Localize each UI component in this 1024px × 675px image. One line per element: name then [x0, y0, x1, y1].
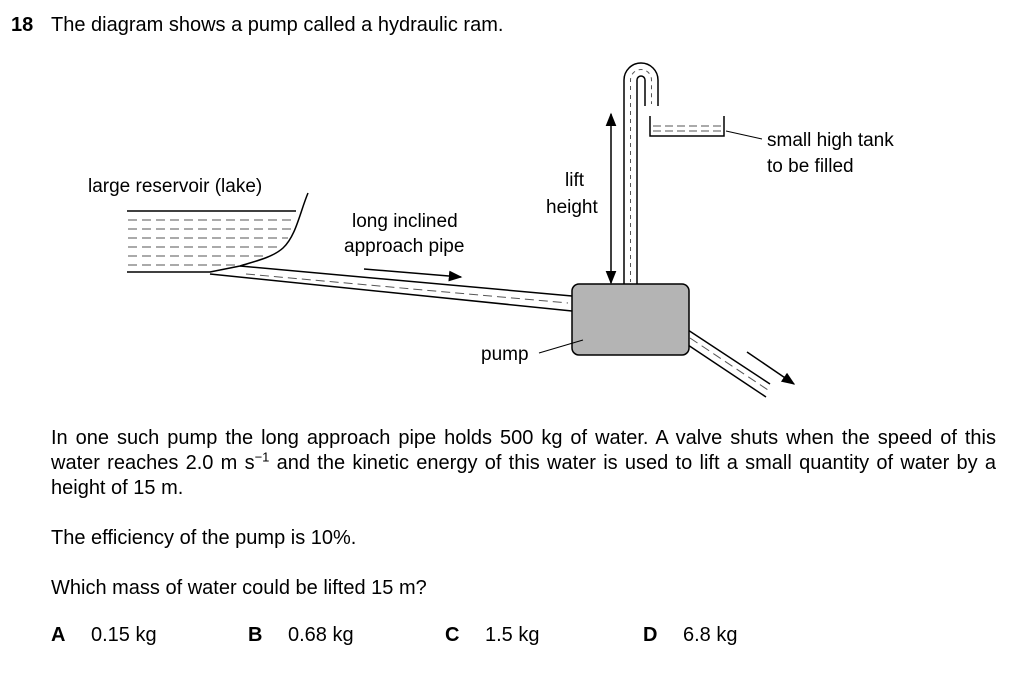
label-tank-2: to be filled [767, 156, 854, 177]
tank-leader-line [725, 130, 763, 140]
option-value: 6.8 kg [683, 624, 738, 646]
small-high-tank [649, 116, 725, 137]
outlet-pipe [687, 329, 771, 398]
option-value: 0.68 kg [288, 624, 354, 646]
label-approach-pipe-2: approach pipe [344, 236, 464, 257]
answer-options: A 0.15 kg B 0.68 kg C 1.5 kg D 6.8 kg [51, 622, 951, 650]
reservoir [127, 192, 309, 273]
option-letter: D [643, 624, 658, 646]
label-pump: pump [481, 344, 529, 365]
outflow-arrow [746, 351, 796, 385]
label-lift-1: lift [565, 170, 585, 191]
option-letter: C [445, 624, 460, 646]
option-value: 1.5 kg [485, 624, 540, 646]
pump-body [571, 283, 690, 356]
approach-flow-arrow [363, 268, 463, 282]
option-d[interactable]: D 6.8 kg [643, 622, 737, 648]
option-b[interactable]: B 0.68 kg [248, 622, 354, 648]
label-lift-2: height [546, 197, 598, 218]
option-letter: B [248, 624, 263, 646]
paragraph-efficiency: The efficiency of the pump is 10%. [51, 527, 357, 549]
question-stem: The diagram shows a pump called a hydrau… [51, 14, 504, 36]
label-reservoir: large reservoir (lake) [88, 176, 262, 197]
paragraph-setup: In one such pump the long approach pipe … [51, 427, 996, 499]
option-a[interactable]: A 0.15 kg [51, 622, 157, 648]
question-header: 18 The diagram shows a pump called a hydr… [11, 12, 503, 38]
riser-pipe [623, 62, 659, 285]
option-c[interactable]: C 1.5 kg [445, 622, 539, 648]
hydraulic-ram-diagram: large reservoir (lake) long inclined app… [88, 62, 894, 398]
question-number: 18 [11, 14, 34, 36]
label-tank-1: small high tank [767, 130, 894, 151]
pump-leader-line [538, 339, 584, 354]
option-letter: A [51, 624, 66, 646]
approach-pipe [209, 265, 573, 312]
paragraph-question: Which mass of water could be lifted 15 m… [51, 577, 427, 599]
option-value: 0.15 kg [91, 624, 157, 646]
label-approach-pipe-1: long inclined [352, 211, 458, 232]
